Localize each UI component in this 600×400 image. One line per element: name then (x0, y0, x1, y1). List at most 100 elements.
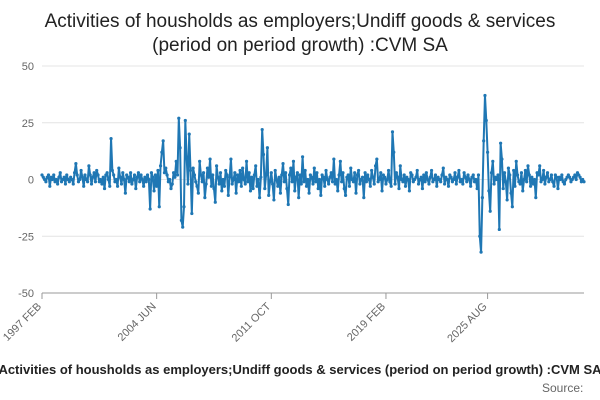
data-point[interactable] (357, 168, 361, 173)
data-point[interactable] (293, 189, 297, 193)
data-point[interactable] (341, 171, 345, 175)
data-point[interactable] (93, 180, 98, 184)
data-point[interactable] (424, 171, 428, 175)
data-point[interactable] (406, 177, 410, 182)
data-point[interactable] (96, 173, 100, 177)
data-point[interactable] (360, 175, 365, 179)
data-point[interactable] (247, 171, 251, 175)
data-point[interactable] (276, 184, 280, 188)
data-point[interactable] (135, 175, 139, 179)
data-point[interactable] (148, 207, 152, 211)
data-point[interactable] (157, 205, 161, 209)
data-point[interactable] (209, 184, 213, 188)
data-point[interactable] (423, 180, 427, 184)
data-point[interactable] (294, 175, 298, 179)
data-point[interactable] (142, 184, 146, 188)
data-point[interactable] (83, 173, 87, 177)
data-point[interactable] (256, 177, 260, 182)
data-point[interactable] (502, 171, 507, 175)
data-point[interactable] (346, 173, 350, 177)
data-point[interactable] (463, 175, 468, 179)
data-point[interactable] (267, 193, 271, 197)
data-point[interactable] (179, 218, 184, 222)
data-point[interactable] (122, 177, 126, 182)
data-point[interactable] (72, 171, 77, 175)
data-point[interactable] (342, 186, 346, 191)
data-point[interactable] (499, 141, 503, 145)
data-point[interactable] (285, 186, 289, 191)
data-point[interactable] (475, 186, 479, 191)
data-point[interactable] (280, 173, 284, 177)
data-point[interactable] (420, 186, 425, 191)
data-point[interactable] (525, 180, 529, 184)
data-point[interactable] (315, 171, 319, 175)
data-point[interactable] (457, 168, 461, 173)
data-point[interactable] (299, 182, 303, 186)
data-point[interactable] (136, 171, 141, 175)
data-point[interactable] (336, 189, 340, 193)
data-point[interactable] (512, 168, 516, 173)
data-point[interactable] (362, 196, 366, 200)
data-point[interactable] (201, 171, 206, 175)
data-point[interactable] (440, 173, 444, 177)
data-point[interactable] (478, 234, 482, 238)
data-point[interactable] (441, 166, 445, 170)
data-point[interactable] (86, 180, 90, 184)
data-point[interactable] (220, 189, 224, 193)
data-point[interactable] (377, 177, 382, 182)
data-point[interactable] (91, 175, 95, 179)
data-point[interactable] (186, 182, 190, 186)
data-point[interactable] (488, 209, 492, 213)
data-point[interactable] (110, 168, 114, 173)
data-point[interactable] (497, 227, 501, 232)
data-point[interactable] (340, 180, 344, 184)
data-point[interactable] (319, 193, 323, 197)
data-point[interactable] (526, 164, 530, 168)
data-point[interactable] (195, 184, 199, 188)
data-point[interactable] (196, 191, 200, 195)
data-point[interactable] (108, 184, 112, 188)
data-point[interactable] (191, 166, 195, 170)
data-point[interactable] (129, 171, 133, 175)
data-point[interactable] (519, 171, 524, 175)
data-point[interactable] (428, 175, 432, 179)
data-point[interactable] (466, 173, 470, 177)
data-point[interactable] (390, 130, 395, 134)
data-point[interactable] (233, 171, 237, 175)
data-point[interactable] (87, 164, 91, 168)
data-point[interactable] (366, 173, 370, 177)
data-point[interactable] (465, 180, 469, 184)
data-point[interactable] (274, 177, 279, 182)
data-point[interactable] (332, 157, 336, 161)
data-point[interactable] (222, 184, 226, 188)
data-point[interactable] (284, 171, 288, 175)
data-point[interactable] (295, 171, 299, 175)
data-point[interactable] (200, 180, 204, 184)
data-point[interactable] (540, 177, 544, 182)
data-point[interactable] (491, 159, 495, 163)
data-point[interactable] (56, 182, 60, 186)
data-point[interactable] (330, 180, 335, 184)
data-point[interactable] (506, 166, 511, 170)
data-point[interactable] (241, 166, 245, 170)
data-point[interactable] (372, 182, 376, 186)
data-point[interactable] (383, 175, 387, 179)
data-point[interactable] (255, 184, 259, 188)
data-point[interactable] (467, 177, 471, 182)
data-point[interactable] (364, 180, 369, 184)
data-point[interactable] (489, 171, 494, 175)
data-point[interactable] (518, 182, 522, 186)
data-point[interactable] (118, 175, 122, 179)
data-point[interactable] (487, 189, 491, 193)
data-point[interactable] (246, 180, 250, 184)
data-point[interactable] (393, 182, 397, 186)
data-point[interactable] (183, 118, 187, 123)
data-point[interactable] (211, 173, 215, 177)
data-point[interactable] (244, 159, 249, 163)
data-point[interactable] (257, 196, 262, 200)
data-point[interactable] (476, 173, 481, 177)
data-point[interactable] (114, 177, 118, 182)
data-point[interactable] (273, 168, 277, 173)
data-point[interactable] (80, 175, 84, 179)
data-point[interactable] (459, 177, 464, 182)
